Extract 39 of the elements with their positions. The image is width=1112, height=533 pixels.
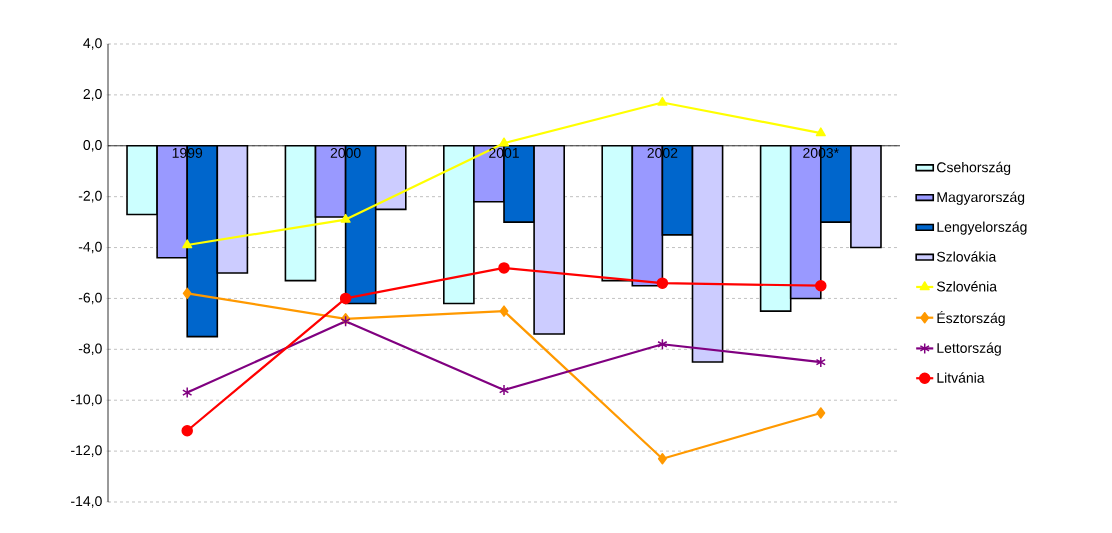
y-tick-label: -4,0 <box>78 241 102 254</box>
point <box>182 386 193 399</box>
point <box>182 239 193 249</box>
legend-label: Szlovénia <box>936 281 998 292</box>
y-tick-label: -8,0 <box>78 343 102 356</box>
point <box>181 424 193 437</box>
y-tick-label: 4,0 <box>83 38 102 50</box>
x-tick-label: 1999 <box>172 147 203 158</box>
point <box>498 262 510 274</box>
y-tick-label: -10,0 <box>71 394 102 406</box>
legend-label: Csehország <box>937 161 1011 176</box>
legend-label: Szlovákia <box>936 251 997 262</box>
y-tick-label: -12,0 <box>71 445 102 457</box>
y-tick-label: -6,0 <box>78 292 102 305</box>
x-tick-label: 2001 <box>489 147 519 158</box>
point <box>657 338 668 350</box>
point <box>340 213 351 223</box>
y-tick-label: -2,0 <box>78 190 102 203</box>
point <box>499 305 509 317</box>
point <box>498 384 510 396</box>
point <box>182 287 192 300</box>
point <box>657 452 667 465</box>
point <box>815 279 827 292</box>
y-tick-label: -14,0 <box>71 496 102 508</box>
point <box>498 137 510 147</box>
legend-label: Lengyelország <box>937 221 1027 235</box>
legend-label: Lettország <box>937 342 1001 356</box>
y-tick-label: 0,0 <box>83 139 102 152</box>
point <box>815 127 826 137</box>
legend-label: Észtország <box>937 310 1005 326</box>
legend-label: Magyarország <box>937 191 1025 205</box>
legend-label: Litvánia <box>937 372 985 383</box>
x-tick-label: 2003* <box>803 147 839 158</box>
y-tick-label: 2,0 <box>83 89 102 101</box>
point <box>816 407 826 419</box>
point <box>656 277 669 289</box>
point <box>339 292 352 305</box>
point <box>815 356 826 368</box>
point <box>657 96 668 106</box>
